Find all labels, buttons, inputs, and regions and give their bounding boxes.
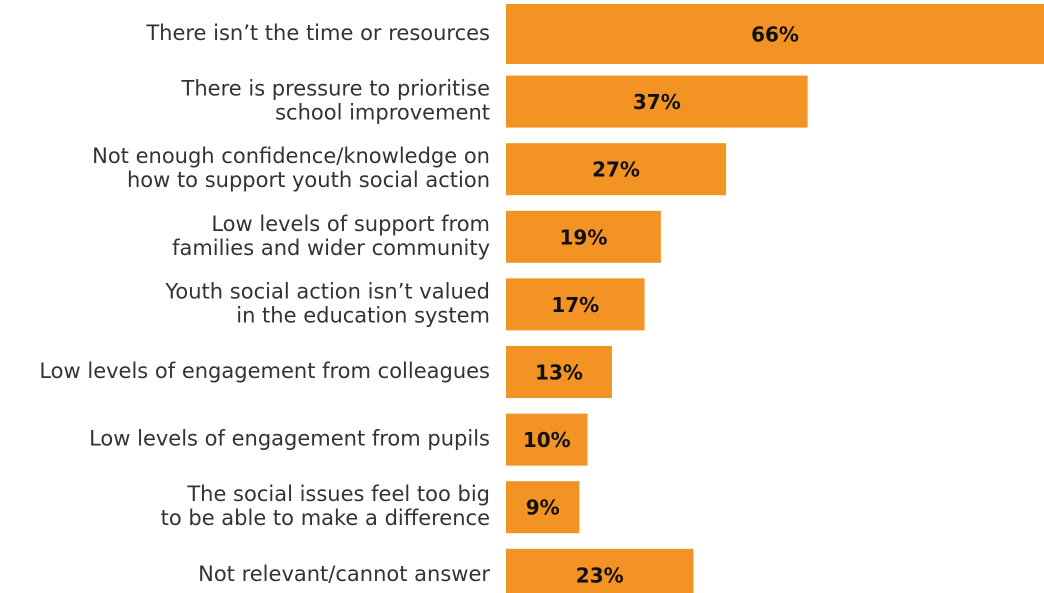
bar — [506, 481, 580, 534]
bar — [506, 210, 661, 263]
category-label: Low levels of engagement from colleagues — [39, 359, 490, 383]
category-label: Low levels of engagement from pupils — [89, 427, 490, 451]
category-label: school improvement — [275, 101, 490, 125]
value-label: 9% — [526, 496, 560, 520]
category-label: Not enough confidence/knowledge on — [92, 144, 490, 168]
value-label: 23% — [576, 563, 624, 587]
category-label: Low levels of support from — [211, 212, 490, 236]
value-label: 17% — [551, 293, 599, 317]
category-label: Youth social action isn’t valued — [164, 279, 490, 303]
bar — [506, 75, 808, 128]
category-label: to be able to make a difference — [161, 506, 490, 530]
category-label: There isn’t the time or resources — [145, 21, 490, 45]
category-label: Not relevant/cannot answer — [198, 562, 490, 586]
value-label: 27% — [592, 158, 640, 182]
category-label: The social issues feel too big — [186, 482, 490, 506]
value-label: 66% — [751, 23, 799, 47]
value-label: 10% — [523, 428, 571, 452]
value-label: 13% — [535, 361, 583, 385]
bar — [506, 143, 727, 196]
category-label: families and wider community — [172, 236, 490, 260]
bar — [506, 278, 645, 331]
category-label: There is pressure to prioritise — [181, 77, 490, 101]
value-label: 37% — [633, 90, 681, 114]
bar — [506, 413, 588, 466]
category-label: in the education system — [236, 303, 490, 327]
bar — [506, 4, 1044, 64]
value-label: 19% — [560, 225, 608, 249]
category-label: how to support youth social action — [127, 168, 490, 192]
bar — [506, 346, 612, 398]
bar — [506, 548, 694, 593]
